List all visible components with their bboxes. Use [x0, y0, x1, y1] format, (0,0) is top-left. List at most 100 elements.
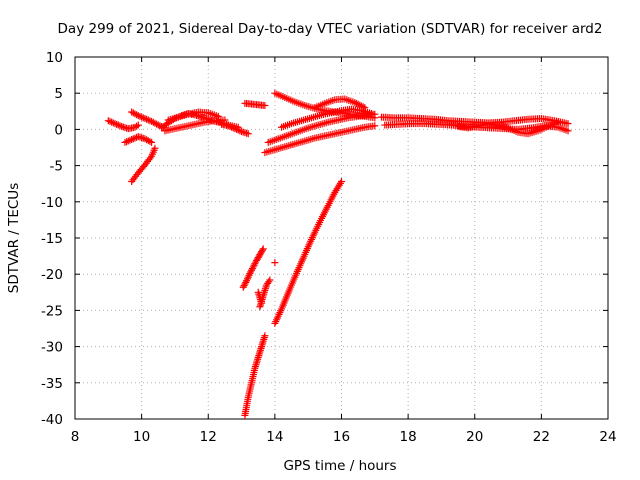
data-point [356, 101, 364, 109]
data-point [229, 124, 237, 132]
data-point [146, 117, 154, 125]
data-point [148, 138, 156, 146]
series-c1 [241, 99, 269, 110]
x-tick-label: 24 [599, 429, 616, 445]
y-tick-label: -35 [41, 376, 63, 392]
data-point [114, 121, 122, 129]
data-point [113, 120, 121, 128]
data-point [271, 259, 279, 267]
data-point [357, 102, 365, 110]
x-tick-label: 20 [466, 429, 483, 445]
series-b2 [161, 116, 229, 135]
y-tick-label: -40 [41, 412, 63, 428]
series-c5 [264, 110, 379, 146]
data-point [265, 278, 273, 286]
data-point [371, 122, 379, 130]
data-point [129, 135, 137, 143]
series-e1 [239, 245, 267, 291]
series-b3 [164, 108, 222, 124]
series-a3 [121, 133, 156, 146]
data-point [259, 245, 267, 253]
series-c4 [261, 122, 379, 157]
data-point [106, 117, 114, 125]
data-point [134, 112, 142, 120]
data-point [131, 134, 139, 142]
data-point [214, 112, 222, 120]
axis-ticks: 8 10 12 14 16 18 20 22 24 10 5 0 -5 -10 -15 -20 -25 -30 -3… [41, 50, 617, 445]
data-point [224, 122, 232, 130]
data-point [153, 120, 161, 128]
data-point [124, 137, 132, 145]
data-point [121, 138, 129, 146]
data-point [138, 113, 146, 121]
y-tick-label: -5 [50, 159, 63, 175]
data-point [128, 136, 136, 144]
series-c3 [278, 105, 375, 131]
data-point [247, 268, 255, 276]
data-point [236, 127, 244, 135]
y-axis-label: SDTVAR / TECUs [6, 183, 22, 293]
y-tick-label: 10 [46, 50, 63, 66]
data-point [258, 246, 266, 254]
data-point [136, 112, 144, 120]
x-axis-label: GPS time / hours [283, 458, 396, 474]
data-point [250, 261, 258, 269]
data-point [351, 99, 359, 107]
data-point [134, 121, 142, 129]
y-tick-label: -20 [41, 267, 63, 283]
series-a1 [104, 117, 142, 133]
y-tick-label: -10 [41, 195, 63, 211]
data-point [252, 258, 260, 266]
data-point [144, 116, 152, 124]
x-tick-label: 22 [533, 429, 550, 445]
y-tick-label: 0 [54, 122, 63, 138]
data-point [111, 120, 119, 128]
data-point [139, 114, 147, 122]
chart-title: Day 299 of 2021, Sidereal Day-to-day VTE… [58, 21, 603, 37]
data-point [261, 332, 269, 340]
y-tick-label: -30 [41, 340, 63, 356]
data-point [151, 144, 159, 152]
x-tick-label: 12 [200, 429, 217, 445]
series-e5 [271, 259, 279, 267]
data-point [359, 103, 367, 111]
y-tick-label: 5 [54, 86, 63, 102]
data-point [133, 122, 141, 130]
data-point [564, 120, 572, 128]
y-tick-label: -15 [41, 231, 63, 247]
data-point [233, 125, 241, 133]
series-c6 [311, 95, 369, 112]
series-b4 [218, 120, 252, 138]
data-point [109, 119, 117, 127]
data-point [249, 263, 257, 271]
data-point [116, 122, 124, 130]
data-point [244, 130, 252, 138]
data-point [248, 265, 256, 273]
data-point [246, 269, 254, 277]
data-point [241, 280, 249, 288]
data-point [352, 99, 360, 107]
data-point [141, 115, 149, 123]
data-point [234, 126, 242, 134]
data-point [354, 100, 362, 108]
x-tick-label: 14 [266, 429, 283, 445]
data-point [266, 276, 274, 284]
data-point [242, 278, 250, 286]
data-point [248, 266, 256, 274]
data-point [231, 125, 239, 133]
x-tick-label: 18 [400, 429, 417, 445]
data-point [371, 110, 379, 118]
series-e6 [254, 288, 266, 307]
series-d3 [454, 119, 562, 138]
data-marks [104, 89, 572, 419]
x-tick-label: 10 [133, 429, 150, 445]
data-point [554, 119, 562, 127]
data-point [239, 283, 247, 291]
data-point [240, 282, 248, 290]
data-point [143, 115, 151, 123]
y-tick-label: -25 [41, 303, 63, 319]
x-tick-label: 8 [71, 429, 80, 445]
data-point [108, 118, 116, 126]
